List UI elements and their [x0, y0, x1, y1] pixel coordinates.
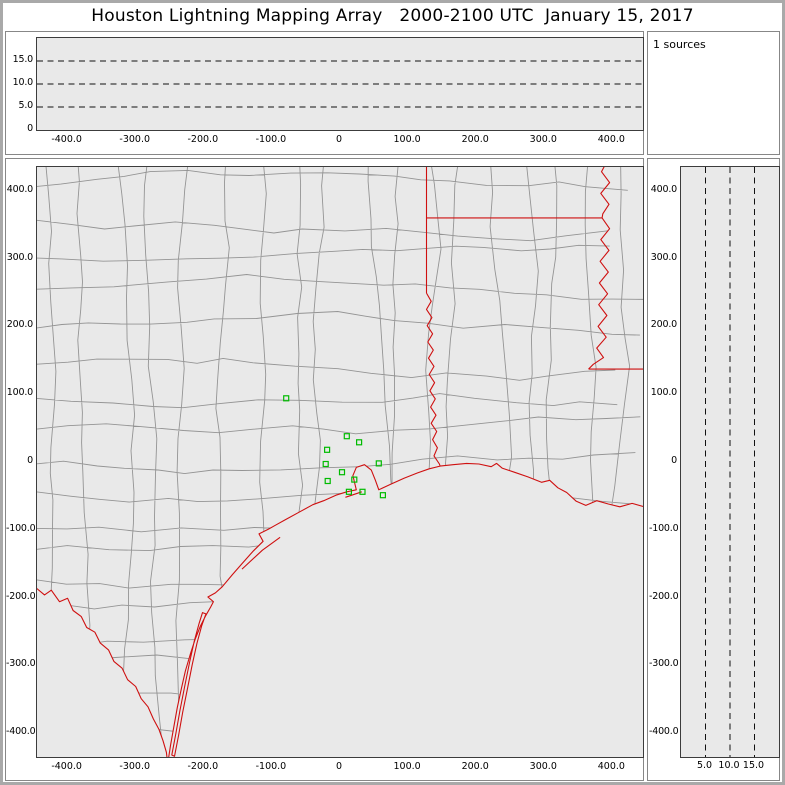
altitude-vs-eastwest-plot[interactable]: [36, 37, 644, 131]
tick-label: -100.0: [6, 522, 36, 534]
tick-label: -100.0: [649, 522, 679, 534]
tick-label: 200.0: [650, 319, 677, 331]
tick-label: 300.0: [6, 251, 33, 263]
tick-label: -400.0: [6, 726, 36, 738]
tick-label: -400.0: [51, 761, 82, 772]
tick-label: 0: [335, 134, 343, 145]
sources-count-label: 1 sources: [653, 38, 706, 51]
tick-label: -400.0: [649, 726, 679, 738]
tick-label: 10.0: [718, 760, 740, 771]
plan-view-map-plot[interactable]: [36, 166, 644, 758]
page-title: Houston Lightning Mapping Array 2000-210…: [91, 6, 694, 26]
station-marker: [343, 433, 350, 440]
tick-label: -200.0: [6, 590, 36, 602]
station-marker: [379, 492, 386, 499]
tick-label: 5.0: [18, 100, 33, 111]
tick-label: 0: [335, 761, 343, 772]
altitude-gridlines-canvas: [37, 60, 643, 108]
tick-label: 10.0: [12, 77, 34, 88]
lma-station-markers: [283, 395, 386, 499]
tick-label: -200.0: [187, 761, 219, 772]
tick-label: 100.0: [6, 387, 33, 399]
altitude-vs-eastwest-panel: 15.0 10.0 5.0 0 -400.0 -300.0 -200.0 -100.0 0 100…: [5, 31, 644, 155]
tick-label: 5.0: [696, 760, 713, 771]
station-marker: [359, 488, 366, 495]
tick-label: 200.0: [461, 134, 489, 145]
tick-label: 300.0: [529, 761, 557, 772]
county-boundary-lines: [37, 167, 643, 757]
station-marker: [324, 477, 331, 485]
state-and-coastline-boundaries: [37, 167, 643, 757]
plan-view-map-panel: -400.0 -300.0 -200.0 -100.0 0 100.0 200.0 300.0…: [5, 158, 644, 781]
tick-label: 0: [27, 123, 33, 134]
tick-label: -300.0: [119, 761, 151, 772]
tick-label: -300.0: [6, 658, 36, 670]
tick-label: 300.0: [650, 251, 677, 263]
tick-label: 100.0: [650, 387, 677, 399]
station-marker: [345, 488, 352, 495]
tick-label: 300.0: [529, 134, 557, 145]
tick-label: 200.0: [6, 319, 33, 331]
station-marker: [322, 460, 329, 468]
altitude-vs-northsouth-panel: 400.0 300.0 200.0 100.0 0 -100.0 -200.0 -300.0 -…: [647, 158, 780, 781]
tick-label: 200.0: [461, 761, 489, 772]
tick-label: -200.0: [649, 590, 679, 602]
tick-label: 400.0: [650, 183, 677, 195]
tick-label: 400.0: [597, 761, 625, 772]
altitude-vs-northsouth-plot[interactable]: [680, 166, 780, 758]
tick-label: -300.0: [119, 134, 151, 145]
tick-label: -100.0: [255, 761, 287, 772]
tick-label: -200.0: [187, 134, 219, 145]
altitude-dashed-gridlines: [705, 167, 755, 757]
station-marker: [283, 395, 290, 402]
station-marker: [338, 469, 346, 476]
tick-label: 100.0: [393, 761, 421, 772]
tick-label: -100.0: [255, 134, 287, 145]
altitude-gridlines-canvas-right: [705, 167, 755, 757]
tick-label: -400.0: [51, 134, 82, 145]
tick-label: 0: [671, 455, 677, 466]
altitude-dashed-gridlines: [37, 60, 643, 108]
tick-label: 100.0: [393, 134, 421, 145]
station-marker: [351, 476, 358, 483]
map-canvas: [37, 167, 643, 757]
station-marker: [356, 439, 363, 446]
tick-label: 0: [27, 455, 33, 466]
tick-label: 400.0: [6, 183, 33, 195]
station-marker: [375, 460, 382, 467]
tick-label: 15.0: [742, 760, 765, 771]
sources-count-panel: 1 sources: [647, 31, 780, 155]
tick-label: 15.0: [12, 54, 34, 65]
station-marker: [324, 446, 331, 453]
tick-label: -300.0: [649, 658, 679, 670]
tick-label: 400.0: [597, 134, 625, 145]
